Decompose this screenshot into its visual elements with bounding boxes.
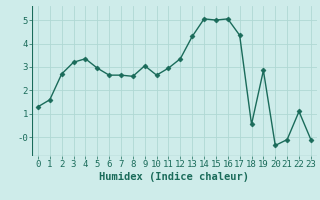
- X-axis label: Humidex (Indice chaleur): Humidex (Indice chaleur): [100, 172, 249, 182]
